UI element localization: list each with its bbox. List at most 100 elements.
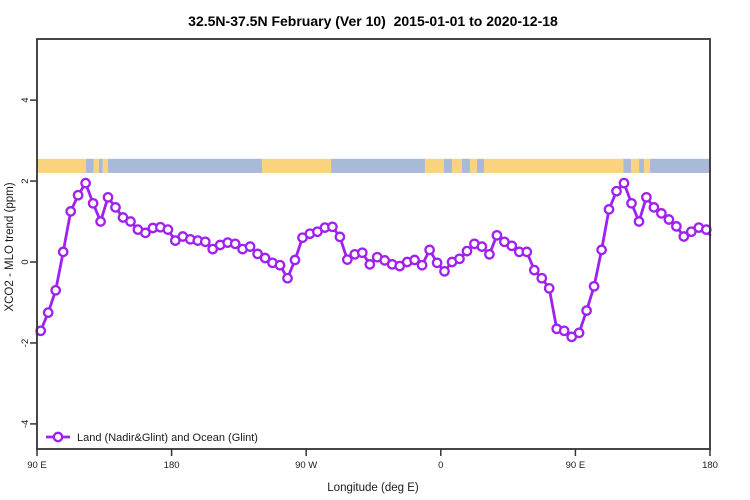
x-axis: Longitude (deg E) 90 E 180 90 W 0 90 E 180 bbox=[27, 449, 718, 494]
legend: Land (Nadir&Glint) and Ocean (Glint) bbox=[46, 431, 258, 444]
data-point bbox=[50, 284, 62, 296]
data-point bbox=[416, 259, 428, 271]
data-point bbox=[334, 231, 346, 243]
chart-title: 32.5N-37.5N February (Ver 10) 2015-01-01… bbox=[188, 13, 558, 29]
legend-circle-marker-icon bbox=[52, 431, 64, 443]
band-segment-land bbox=[262, 158, 332, 173]
band-segment-land bbox=[631, 158, 640, 173]
band-segment-ocean bbox=[331, 158, 425, 173]
data-point bbox=[125, 216, 136, 227]
data-point bbox=[528, 264, 540, 276]
band-segment-ocean bbox=[98, 158, 103, 173]
x-axis-tick-label: 180 bbox=[702, 460, 718, 471]
x-axis-label: Longitude (deg E) bbox=[327, 482, 419, 494]
y-axis-label: XCO2 - MLO trend (ppm) bbox=[4, 182, 16, 311]
band-segment-land bbox=[469, 158, 477, 173]
data-point bbox=[506, 240, 518, 252]
data-point bbox=[521, 246, 533, 258]
band-segment-land bbox=[93, 158, 99, 173]
data-point bbox=[87, 197, 99, 209]
data-point bbox=[80, 177, 91, 189]
data-point bbox=[633, 216, 645, 227]
band-segment-land bbox=[424, 158, 444, 173]
band-segment-ocean bbox=[443, 158, 453, 173]
y-axis-tick-label: -4 bbox=[20, 420, 31, 428]
data-point bbox=[656, 208, 667, 219]
data-point bbox=[356, 247, 368, 259]
map-band bbox=[37, 158, 710, 173]
band-segment-ocean bbox=[462, 158, 470, 173]
x-axis-tick-label: 90 E bbox=[27, 460, 47, 471]
data-point bbox=[431, 257, 443, 269]
data-point bbox=[603, 204, 615, 215]
data-point bbox=[536, 272, 548, 284]
data-point bbox=[581, 305, 592, 316]
data-point bbox=[424, 244, 435, 256]
y-axis-tick-label: 2 bbox=[20, 178, 31, 183]
data-point bbox=[611, 185, 622, 197]
band-segment-ocean bbox=[86, 158, 94, 173]
data-point bbox=[327, 221, 338, 233]
data-point bbox=[229, 238, 241, 250]
y-axis-tick-label: -2 bbox=[20, 339, 31, 347]
y-axis-tick-label: 0 bbox=[20, 259, 31, 264]
x-axis-tick-label: 90 W bbox=[295, 460, 317, 471]
data-point bbox=[259, 252, 271, 264]
data-point bbox=[596, 244, 607, 256]
data-point bbox=[476, 241, 488, 252]
data-point bbox=[289, 254, 301, 266]
data-point bbox=[641, 191, 652, 203]
y-axis-tick-label: 4 bbox=[20, 97, 31, 102]
data-point bbox=[618, 177, 630, 189]
data-series bbox=[35, 177, 712, 343]
data-point bbox=[678, 231, 690, 242]
data-point bbox=[484, 248, 495, 260]
data-point bbox=[364, 259, 376, 270]
data-point bbox=[543, 282, 555, 294]
data-point bbox=[57, 246, 69, 258]
data-point bbox=[199, 236, 211, 248]
data-point bbox=[648, 202, 660, 213]
data-point bbox=[409, 254, 420, 266]
data-point bbox=[588, 280, 600, 292]
x-axis-tick-label: 0 bbox=[438, 460, 443, 471]
data-point bbox=[282, 272, 293, 284]
data-point bbox=[461, 245, 473, 257]
data-point bbox=[341, 254, 353, 265]
band-segment-ocean bbox=[623, 158, 632, 173]
data-point bbox=[140, 227, 151, 239]
data-point bbox=[72, 189, 84, 201]
band-segment-land bbox=[37, 158, 87, 173]
band-segment-land bbox=[484, 158, 624, 173]
data-point bbox=[626, 197, 637, 209]
x-axis-tick-label: 180 bbox=[164, 460, 180, 471]
data-point bbox=[671, 221, 682, 232]
y-axis: XCO2 - MLO trend (ppm) 4 2 0 -2 -4 bbox=[4, 97, 37, 428]
plot-frame bbox=[36, 38, 711, 450]
band-segment-land bbox=[644, 158, 651, 173]
data-point bbox=[663, 214, 675, 225]
data-point bbox=[573, 327, 585, 339]
data-point bbox=[244, 241, 256, 252]
data-point bbox=[439, 265, 450, 277]
band-segment-land bbox=[452, 158, 463, 173]
data-point bbox=[42, 307, 54, 318]
band-segment-ocean bbox=[650, 158, 710, 173]
data-point bbox=[162, 224, 174, 235]
data-point bbox=[102, 191, 114, 203]
band-segment-ocean bbox=[639, 158, 645, 173]
band-segment-ocean bbox=[107, 158, 263, 173]
data-point bbox=[491, 229, 503, 241]
data-point bbox=[558, 325, 570, 337]
band-segment-ocean bbox=[476, 158, 485, 173]
x-axis-tick-label: 90 E bbox=[566, 460, 586, 471]
legend-label: Land (Nadir&Glint) and Ocean (Glint) bbox=[77, 432, 258, 444]
band-segment-land bbox=[102, 158, 108, 173]
data-point bbox=[110, 202, 121, 213]
data-point bbox=[274, 259, 286, 271]
data-point bbox=[454, 253, 465, 265]
data-point bbox=[65, 206, 77, 217]
data-point bbox=[95, 216, 106, 227]
